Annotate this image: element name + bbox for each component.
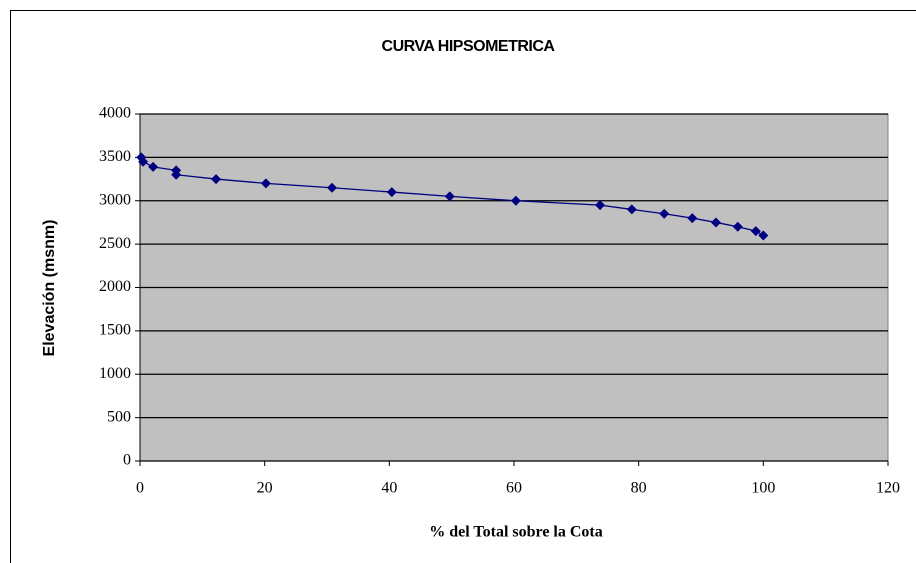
x-axis-label: % del Total sobre la Cota: [429, 524, 603, 541]
plot: 0 500 1000 1500 2000 2500 3000 3500 4000 0 20 40 60 8…: [99, 105, 900, 497]
y-tick-label: 500: [107, 408, 131, 425]
marker: [659, 208, 670, 219]
x-tick-label: 80: [631, 480, 647, 497]
marker: [626, 204, 637, 215]
marker: [211, 174, 222, 185]
marker: [595, 200, 606, 211]
marker: [710, 217, 721, 228]
marker: [758, 230, 769, 241]
x-tick-label: 20: [257, 480, 273, 497]
marker: [148, 161, 159, 172]
y-tick-label: 1000: [99, 365, 131, 382]
y-tick-label: 3000: [99, 191, 131, 208]
marker: [750, 226, 761, 237]
marker: [687, 213, 698, 224]
marker: [732, 221, 743, 232]
x-tick-label: 40: [381, 480, 397, 497]
x-tick-label: 60: [506, 480, 522, 497]
y-tick-label: 4000: [99, 105, 131, 122]
x-tick-label: 100: [751, 480, 775, 497]
chart-title: CURVA HIPSOMETRICA: [382, 38, 556, 55]
marker: [260, 178, 271, 189]
marker: [444, 191, 455, 202]
y-axis-label: Elevación (msnm): [41, 220, 58, 357]
marker: [326, 182, 337, 193]
marker: [138, 156, 149, 167]
marker: [510, 195, 521, 206]
marker: [386, 187, 397, 198]
y-tick-label: 0: [123, 452, 131, 469]
y-tick-label: 2000: [99, 278, 131, 295]
y-tick-label: 3500: [99, 148, 131, 165]
x-tick-label: 0: [136, 480, 144, 497]
y-tick-label: 1500: [99, 322, 131, 339]
marker: [171, 169, 182, 180]
y-tick-label: 2500: [99, 235, 131, 252]
x-tick-label: 120: [876, 480, 900, 497]
